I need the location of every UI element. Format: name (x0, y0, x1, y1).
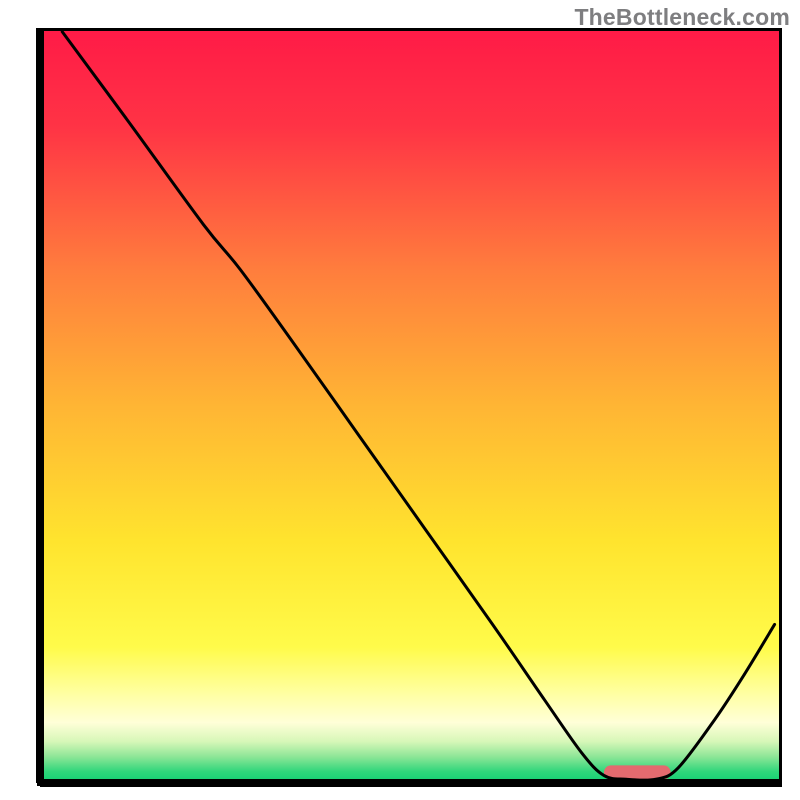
chart-canvas: TheBottleneck.com (0, 0, 800, 800)
frame-mask-right (782, 24, 788, 787)
watermark-text: TheBottleneck.com (574, 4, 790, 31)
bottleneck-chart-svg (0, 0, 800, 800)
plot-background (40, 28, 782, 783)
